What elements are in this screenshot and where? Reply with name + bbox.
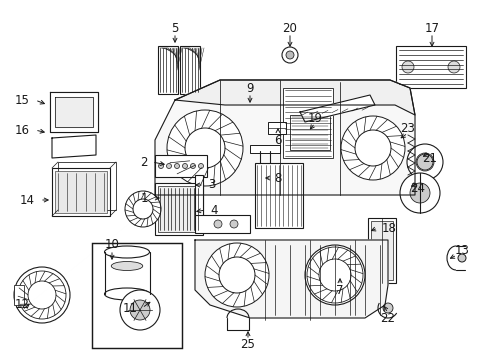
Ellipse shape [111,261,142,270]
Polygon shape [52,135,96,158]
Text: 17: 17 [424,22,439,35]
Text: 1: 1 [140,192,148,204]
Text: 7: 7 [336,284,343,297]
Circle shape [406,144,442,180]
Circle shape [447,61,459,73]
Polygon shape [155,80,414,195]
Circle shape [354,130,390,166]
Circle shape [229,220,238,228]
Bar [155,155,206,177]
Text: 23: 23 [400,122,415,135]
Bar [254,163,303,228]
Circle shape [282,47,297,63]
Text: 22: 22 [380,311,395,324]
Bar [249,145,280,153]
Circle shape [306,247,362,303]
Text: 3: 3 [207,179,215,192]
Circle shape [182,163,187,168]
Bar [158,46,178,94]
Bar [92,243,182,348]
Text: 6: 6 [274,134,281,147]
Circle shape [219,257,254,293]
Circle shape [120,290,160,330]
Text: 12: 12 [15,298,29,311]
Bar [155,183,203,235]
Bar [158,186,200,232]
Circle shape [174,163,179,168]
Bar [14,285,24,305]
Bar [370,221,392,280]
Circle shape [401,61,413,73]
Circle shape [382,303,392,313]
Polygon shape [50,92,98,132]
Bar [289,115,329,150]
Bar [195,215,249,233]
Text: 8: 8 [273,171,281,184]
Circle shape [409,183,429,203]
Circle shape [267,111,273,117]
Circle shape [204,243,268,307]
Ellipse shape [104,288,149,300]
Circle shape [416,154,432,170]
Circle shape [158,163,163,168]
Text: 11: 11 [123,302,138,315]
Circle shape [14,267,70,323]
Circle shape [125,191,161,227]
Polygon shape [299,95,374,122]
Text: 25: 25 [240,338,255,351]
Circle shape [340,116,404,180]
Text: 20: 20 [282,22,297,35]
Bar [52,168,110,216]
Text: 18: 18 [381,221,396,234]
Circle shape [235,111,241,117]
Text: 9: 9 [246,81,253,94]
Text: 15: 15 [15,94,30,107]
Circle shape [18,271,66,319]
Circle shape [130,300,150,320]
Circle shape [305,245,364,305]
Text: 19: 19 [307,112,322,125]
Circle shape [184,128,224,168]
Bar [395,46,465,88]
Text: 5: 5 [171,22,178,35]
Text: 16: 16 [15,123,30,136]
Circle shape [285,51,293,59]
Circle shape [214,220,222,228]
Text: 24: 24 [409,181,425,194]
Circle shape [318,259,350,291]
Bar [58,162,116,210]
Ellipse shape [104,246,149,258]
Text: 14: 14 [20,194,35,207]
Bar [180,46,200,94]
Text: 2: 2 [140,156,148,168]
Circle shape [245,111,251,117]
Bar [234,123,280,131]
Bar [231,105,282,123]
Bar [55,171,107,213]
Circle shape [28,281,56,309]
Circle shape [167,110,243,186]
Circle shape [415,153,433,171]
Bar [283,88,332,158]
Text: 10: 10 [104,238,119,252]
Circle shape [133,199,153,219]
Text: 13: 13 [454,243,468,256]
Polygon shape [195,240,387,318]
Circle shape [166,163,171,168]
Bar [267,122,285,134]
Bar [195,175,203,227]
Circle shape [257,111,263,117]
Text: 21: 21 [422,152,437,165]
Circle shape [190,163,195,168]
Circle shape [399,173,439,213]
Text: 4: 4 [209,203,217,216]
Polygon shape [55,97,93,127]
Bar [50,92,98,132]
Circle shape [457,254,465,262]
Circle shape [198,163,203,168]
Bar [367,218,395,283]
Polygon shape [175,80,414,115]
